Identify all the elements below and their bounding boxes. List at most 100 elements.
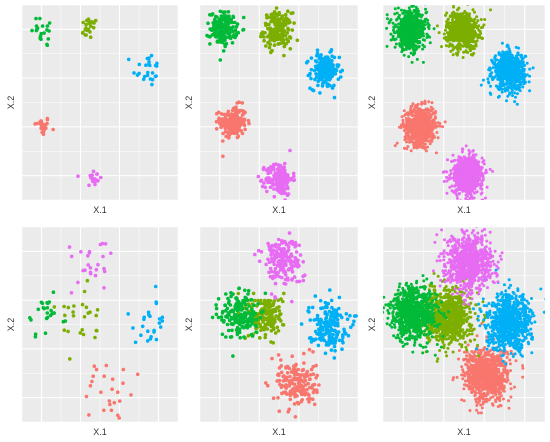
data-point: [470, 37, 474, 41]
data-point: [515, 92, 519, 96]
data-point: [314, 376, 318, 380]
data-point: [496, 95, 500, 99]
data-point: [217, 30, 221, 35]
data-point: [67, 245, 72, 249]
data-point: [463, 9, 467, 13]
data-point: [29, 318, 33, 322]
data-point: [221, 139, 225, 143]
data-point: [217, 116, 221, 120]
data-point: [81, 30, 85, 35]
data-point: [104, 363, 109, 368]
data-point: [142, 74, 147, 79]
data-point: [47, 21, 52, 25]
data-point: [334, 68, 339, 73]
data-point: [272, 27, 277, 31]
data-point: [462, 170, 466, 174]
data-point: [455, 29, 459, 33]
data-point: [466, 198, 470, 200]
data-point: [420, 100, 424, 104]
data-point: [219, 122, 223, 127]
data-point: [108, 402, 112, 407]
data-point: [404, 15, 408, 19]
data-point: [427, 128, 431, 132]
data-point: [449, 176, 453, 180]
data-point: [307, 400, 311, 404]
data-point: [219, 14, 223, 18]
data-point: [270, 178, 275, 183]
data-point: [247, 121, 251, 126]
data-point: [467, 172, 471, 176]
data-point: [61, 319, 66, 324]
data-point: [510, 67, 513, 71]
data-point: [71, 310, 75, 314]
data-point: [40, 124, 44, 128]
data-point: [312, 68, 317, 73]
data-point: [279, 364, 284, 368]
data-point: [474, 171, 478, 175]
data-point: [424, 112, 428, 116]
data-point: [239, 116, 243, 120]
data-point: [279, 21, 284, 26]
data-point: [410, 26, 414, 30]
data-point: [523, 75, 527, 78]
data-point: [271, 30, 276, 35]
data-point: [240, 131, 245, 136]
data-point: [264, 21, 268, 26]
y-axis-title: X.2: [6, 318, 16, 332]
data-point: [309, 67, 314, 72]
data-point: [292, 178, 297, 182]
data-point: [405, 119, 408, 123]
data-point: [211, 21, 215, 25]
x-axis-title: X.1: [457, 205, 471, 215]
data-point: [311, 372, 316, 377]
data-point: [260, 184, 265, 189]
data-point: [41, 126, 46, 131]
data-point: [454, 36, 458, 40]
data-point: [282, 44, 287, 49]
data-point: [451, 27, 455, 31]
data-point: [444, 44, 448, 48]
series-1: [214, 100, 251, 159]
data-point: [471, 164, 475, 168]
data-point: [318, 91, 322, 95]
data-point: [227, 33, 232, 38]
data-point: [506, 65, 510, 69]
data-point: [416, 27, 420, 31]
data-point: [217, 33, 221, 38]
data-point: [313, 77, 317, 82]
data-point: [81, 20, 85, 25]
data-point: [83, 268, 87, 273]
data-point: [413, 117, 416, 121]
data-point: [455, 46, 459, 49]
data-point: [221, 49, 226, 53]
data-point: [446, 158, 449, 162]
data-point: [497, 51, 501, 55]
data-point: [398, 13, 401, 17]
data-point: [88, 30, 92, 34]
data-point: [405, 140, 409, 144]
data-point: [423, 102, 427, 105]
data-point: [494, 84, 498, 88]
data-point: [303, 392, 307, 397]
data-point: [472, 30, 476, 34]
data-point: [99, 390, 103, 395]
data-point: [256, 174, 261, 179]
data-point: [281, 165, 286, 170]
data-point: [527, 80, 531, 84]
data-point: [475, 26, 479, 30]
data-point: [145, 73, 150, 78]
data-point: [292, 382, 297, 387]
data-point: [224, 134, 228, 139]
data-point: [142, 317, 146, 322]
data-point: [503, 62, 507, 66]
data-point: [528, 67, 532, 71]
data-point: [464, 44, 468, 47]
data-point: [490, 59, 494, 63]
series-1: [84, 363, 140, 420]
data-point: [426, 118, 430, 122]
data-point: [476, 36, 480, 40]
data-point: [455, 166, 459, 170]
data-point: [228, 30, 232, 34]
data-point: [102, 269, 107, 274]
data-point: [297, 377, 301, 381]
